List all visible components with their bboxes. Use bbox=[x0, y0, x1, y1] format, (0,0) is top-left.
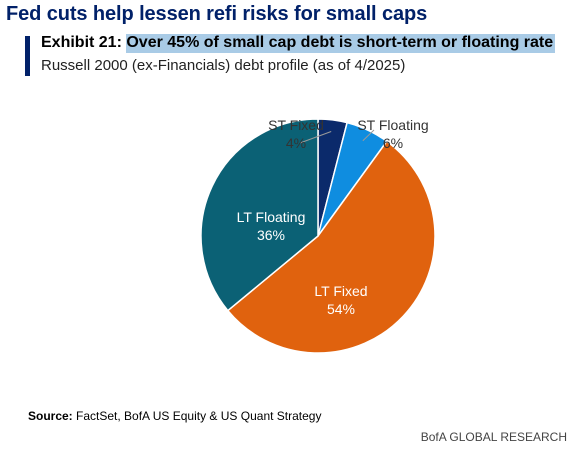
slice-label-lt-fixed: LT Fixed 54% bbox=[314, 283, 367, 317]
slice-labels: ST Fixed 4% ST Floating 6% LT Fixed 54% LT Flo… bbox=[237, 117, 429, 317]
slice-value: 6% bbox=[383, 135, 403, 151]
exhibit-heading: Exhibit 21: Over 45% of small cap debt i… bbox=[41, 34, 556, 53]
pie-chart: ST Fixed 4% ST Floating 6% LT Fixed 54% LT Flo… bbox=[200, 117, 436, 354]
brand-mark: BofA GLOBAL RESEARCH bbox=[420, 430, 567, 444]
slice-label-lt-floating: LT Floating 36% bbox=[237, 209, 306, 243]
pie-slices bbox=[200, 118, 436, 354]
slice-name: ST Fixed bbox=[268, 117, 324, 133]
source-text: FactSet, BofA US Equity & US Quant Strat… bbox=[76, 409, 322, 423]
slice-name: ST Floating bbox=[357, 117, 428, 133]
slice-label-st-floating: ST Floating 6% bbox=[357, 117, 428, 151]
slice-value: 4% bbox=[286, 135, 306, 151]
source-note: Source: FactSet, BofA US Equity & US Qua… bbox=[28, 409, 321, 423]
leader-line-st-floating bbox=[362, 129, 375, 142]
exhibit-subtitle: Russell 2000 (ex-Financials) debt profil… bbox=[41, 57, 406, 74]
pie-slice-lt-fixed bbox=[226, 140, 436, 354]
page-title: Fed cuts help lessen refi risks for smal… bbox=[6, 3, 428, 25]
pie-slice-lt-floating bbox=[200, 118, 319, 312]
slice-name: LT Floating bbox=[237, 209, 306, 225]
exhibit-accent-bar bbox=[25, 36, 30, 76]
exhibit-title: Over 45% of small cap debt is short-term… bbox=[126, 34, 556, 53]
slice-value: 54% bbox=[327, 301, 355, 317]
exhibit-number: Exhibit 21: bbox=[41, 34, 122, 51]
leader-lines bbox=[299, 129, 375, 144]
source-label: Source: bbox=[28, 409, 73, 423]
slice-label-st-fixed: ST Fixed 4% bbox=[268, 117, 324, 151]
leader-line-st-fixed bbox=[299, 131, 332, 144]
slice-value: 36% bbox=[257, 227, 285, 243]
slice-name: LT Fixed bbox=[314, 283, 367, 299]
